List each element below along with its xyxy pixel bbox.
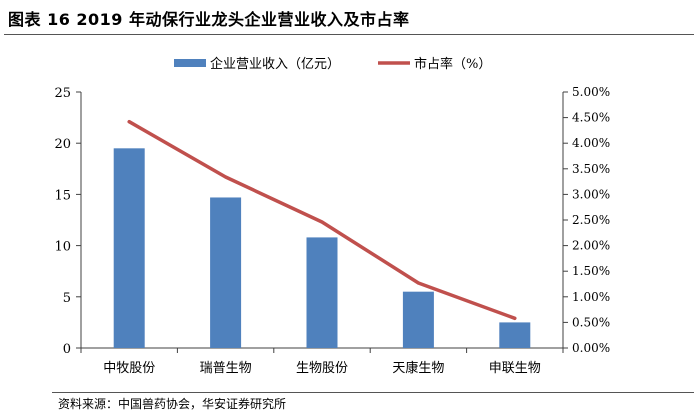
y-right-tick-label: 1.50% xyxy=(572,264,610,278)
legend-swatch-revenue xyxy=(174,59,206,67)
x-tick-label: 生物股份 xyxy=(296,361,348,376)
bar-1 xyxy=(113,148,145,348)
bar-5 xyxy=(499,322,531,348)
x-tick-label: 中牧股份 xyxy=(103,361,155,376)
y-right-tick-label: 4.50% xyxy=(572,111,610,125)
figure-title: 图表 16 2019 年动保行业龙头企业营业收入及市占率 xyxy=(8,10,410,29)
y-right-tick-label: 3.00% xyxy=(572,187,610,201)
y-right-tick-label: 3.50% xyxy=(572,162,610,176)
market-share-point xyxy=(320,220,324,224)
x-tick-label: 申联生物 xyxy=(489,361,541,376)
y-left-tick-label: 0 xyxy=(63,342,71,357)
y-left-tick-label: 25 xyxy=(54,86,71,101)
y-left-tick-label: 5 xyxy=(63,291,71,306)
y-right-tick-label: 1.00% xyxy=(572,290,610,304)
market-share-point xyxy=(416,281,420,285)
y-left-tick-label: 20 xyxy=(54,137,71,152)
bar-4 xyxy=(402,291,434,348)
y-right-tick-label: 2.50% xyxy=(572,213,610,227)
market-share-point xyxy=(224,175,228,179)
title-rule xyxy=(4,34,694,35)
source-rule xyxy=(52,392,694,393)
y-left-tick-label: 10 xyxy=(54,240,71,255)
bar-2 xyxy=(210,197,242,348)
y-right-tick-label: 0.50% xyxy=(572,315,610,329)
y-right-tick-label: 5.00% xyxy=(572,85,610,99)
y-right-tick-label: 2.00% xyxy=(572,239,610,253)
market-share-point xyxy=(127,120,131,124)
legend-label-revenue: 企业营业收入（亿元） xyxy=(210,56,340,72)
figure-source: 资料来源：中国兽药协会，华安证券研究所 xyxy=(58,397,287,411)
y-left-tick-label: 15 xyxy=(54,188,71,203)
x-tick-label: 天康生物 xyxy=(392,360,444,376)
y-right-tick-label: 4.00% xyxy=(572,136,610,150)
market-share-point xyxy=(513,316,517,320)
bar-3 xyxy=(306,237,338,348)
x-tick-label: 瑞普生物 xyxy=(200,361,252,376)
y-right-tick-label: 0.00% xyxy=(572,341,610,355)
legend-label-share: 市占率（%） xyxy=(414,56,491,72)
